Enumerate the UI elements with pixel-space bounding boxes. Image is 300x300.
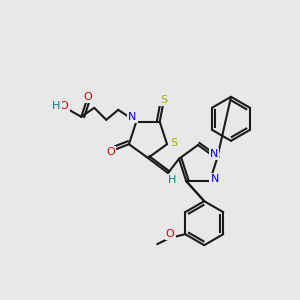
- Text: H: H: [52, 101, 60, 111]
- Text: O: O: [84, 92, 93, 102]
- Text: H: H: [168, 175, 176, 185]
- Text: O: O: [60, 101, 69, 111]
- Text: N: N: [128, 112, 136, 122]
- Text: N: N: [211, 174, 219, 184]
- Text: O: O: [106, 147, 116, 157]
- Text: S: S: [160, 95, 167, 105]
- Text: O: O: [166, 229, 175, 239]
- Text: N: N: [210, 149, 218, 159]
- Text: S: S: [170, 138, 178, 148]
